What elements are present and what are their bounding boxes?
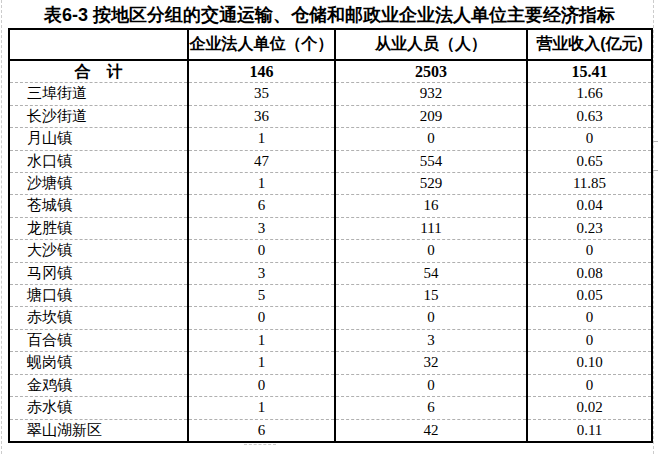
cell-revenue: 0.04 <box>527 195 652 217</box>
cell-employees: 6 <box>335 397 527 419</box>
cell-revenue: 0.11 <box>527 419 652 442</box>
cell-employees: 0 <box>335 307 527 329</box>
cell-revenue: 0.08 <box>527 262 652 284</box>
cell-region: 龙胜镇 <box>9 217 188 239</box>
total-cell-employees: 2503 <box>335 60 527 83</box>
cell-region: 蚬岗镇 <box>9 352 188 374</box>
table-row: 马冈镇 3 54 0.08 <box>9 262 652 284</box>
cell-revenue: 0 <box>527 329 652 351</box>
cell-units: 0 <box>188 307 335 329</box>
total-cell-revenue: 15.41 <box>527 60 652 83</box>
column-header-units: 企业法人单位（个） <box>188 29 335 60</box>
cell-employees: 529 <box>335 173 527 195</box>
cell-revenue: 0.05 <box>527 285 652 307</box>
column-header-region <box>9 29 188 60</box>
total-cell-region: 合 计 <box>9 60 188 83</box>
cell-units: 1 <box>188 329 335 351</box>
page: 表6-3 按地区分组的交通运输、仓储和邮政业企业法人单位主要经济指标 企业法人单… <box>0 0 658 454</box>
table-row: 百合镇 1 3 0 <box>9 329 652 351</box>
cell-employees: 42 <box>335 419 527 442</box>
table-row: 翠山湖新区 6 42 0.11 <box>9 419 652 442</box>
table-row: 龙胜镇 3 111 0.23 <box>9 217 652 239</box>
table-row: 赤坎镇 0 0 0 <box>9 307 652 329</box>
cell-employees: 3 <box>335 329 527 351</box>
table-row: 长沙街道 36 209 0.63 <box>9 105 652 127</box>
cell-region: 月山镇 <box>9 128 188 150</box>
table-row: 赤水镇 1 6 0.02 <box>9 397 652 419</box>
table-title: 表6-3 按地区分组的交通运输、仓储和邮政业企业法人单位主要经济指标 <box>8 3 651 27</box>
spreadsheet-gridline-bottom <box>244 444 276 445</box>
table-row: 水口镇 47 554 0.65 <box>9 150 652 172</box>
cell-employees: 0 <box>335 128 527 150</box>
cell-region: 水口镇 <box>9 150 188 172</box>
cell-units: 1 <box>188 397 335 419</box>
cell-units: 1 <box>188 352 335 374</box>
cell-region: 金鸡镇 <box>9 374 188 396</box>
cell-region: 马冈镇 <box>9 262 188 284</box>
cell-revenue: 0 <box>527 240 652 262</box>
table-row: 苍城镇 6 16 0.04 <box>9 195 652 217</box>
cell-employees: 0 <box>335 240 527 262</box>
cell-units: 36 <box>188 105 335 127</box>
cell-region: 塘口镇 <box>9 285 188 307</box>
cell-units: 47 <box>188 150 335 172</box>
column-header-employees: 从业人员（人） <box>335 29 527 60</box>
cell-revenue: 1.66 <box>527 83 652 105</box>
cell-units: 6 <box>188 195 335 217</box>
table-row: 三埠街道 35 932 1.66 <box>9 83 652 105</box>
table-row: 蚬岗镇 1 32 0.10 <box>9 352 652 374</box>
table-row: 沙塘镇 1 529 11.85 <box>9 173 652 195</box>
header-row: 企业法人单位（个） 从业人员（人） 营业收入(亿元) <box>9 29 652 60</box>
table-row: 大沙镇 0 0 0 <box>9 240 652 262</box>
cell-units: 3 <box>188 262 335 284</box>
cell-employees: 0 <box>335 374 527 396</box>
cell-region: 赤坎镇 <box>9 307 188 329</box>
cell-revenue: 0 <box>527 128 652 150</box>
cell-units: 35 <box>188 83 335 105</box>
cell-revenue: 0 <box>527 374 652 396</box>
table-row: 金鸡镇 0 0 0 <box>9 374 652 396</box>
table-row: 月山镇 1 0 0 <box>9 128 652 150</box>
total-cell-units: 146 <box>188 60 335 83</box>
cell-region: 苍城镇 <box>9 195 188 217</box>
cell-revenue: 0.23 <box>527 217 652 239</box>
cell-region: 三埠街道 <box>9 83 188 105</box>
cell-revenue: 0 <box>527 307 652 329</box>
cell-region: 长沙街道 <box>9 105 188 127</box>
cell-region: 百合镇 <box>9 329 188 351</box>
economic-indicators-table: 企业法人单位（个） 从业人员（人） 营业收入(亿元) 合 计 146 2503 … <box>8 28 653 443</box>
cell-revenue: 0.63 <box>527 105 652 127</box>
cell-employees: 111 <box>335 217 527 239</box>
cell-employees: 16 <box>335 195 527 217</box>
cell-revenue: 0.10 <box>527 352 652 374</box>
cell-employees: 932 <box>335 83 527 105</box>
spreadsheet-gridline-left <box>1 0 2 454</box>
cell-units: 6 <box>188 419 335 442</box>
cell-employees: 209 <box>335 105 527 127</box>
cell-revenue: 0.65 <box>527 150 652 172</box>
cell-region: 沙塘镇 <box>9 173 188 195</box>
cell-employees: 32 <box>335 352 527 374</box>
cell-employees: 554 <box>335 150 527 172</box>
cell-region: 翠山湖新区 <box>9 419 188 442</box>
cell-revenue: 11.85 <box>527 173 652 195</box>
cell-units: 3 <box>188 217 335 239</box>
cell-region: 赤水镇 <box>9 397 188 419</box>
table-row: 塘口镇 5 15 0.05 <box>9 285 652 307</box>
cell-employees: 54 <box>335 262 527 284</box>
spreadsheet-gridline-right <box>653 0 654 454</box>
cell-units: 0 <box>188 240 335 262</box>
cell-region: 大沙镇 <box>9 240 188 262</box>
cell-units: 1 <box>188 173 335 195</box>
cell-units: 0 <box>188 374 335 396</box>
cell-units: 5 <box>188 285 335 307</box>
total-row: 合 计 146 2503 15.41 <box>9 60 652 83</box>
cell-revenue: 0.02 <box>527 397 652 419</box>
cell-employees: 15 <box>335 285 527 307</box>
cell-units: 1 <box>188 128 335 150</box>
column-header-revenue: 营业收入(亿元) <box>527 29 652 60</box>
